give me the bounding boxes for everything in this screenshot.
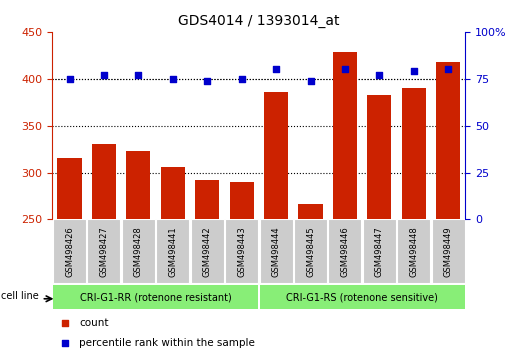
Text: GSM498427: GSM498427 [99,226,108,277]
Bar [191,219,224,283]
Bar [127,151,151,219]
Point [410,68,418,74]
Text: GSM498428: GSM498428 [134,226,143,277]
Text: count: count [79,318,109,329]
Bar [363,219,396,283]
Bar [195,180,219,219]
Bar [328,219,361,283]
Point [272,67,280,72]
Point [65,76,74,81]
Bar [230,182,254,219]
Bar [294,219,327,283]
Bar [259,219,293,283]
Point [168,76,177,81]
Bar [225,219,258,283]
Bar [156,219,189,283]
Text: GSM498447: GSM498447 [375,226,384,277]
Point [306,78,315,84]
Bar [402,88,426,219]
Text: GSM498444: GSM498444 [271,226,281,277]
Bar [58,158,82,219]
Text: GSM498426: GSM498426 [65,226,74,277]
Bar [53,219,86,283]
Text: GSM498443: GSM498443 [237,226,246,277]
Bar [264,92,288,219]
Bar [333,52,357,219]
Point [100,72,108,78]
Point [134,72,143,78]
Bar [299,204,323,219]
Bar [367,95,391,219]
Point [444,67,452,72]
Text: GSM498445: GSM498445 [306,226,315,277]
Text: GSM498449: GSM498449 [444,226,453,277]
Bar [122,219,155,283]
Bar [87,219,120,283]
Text: GSM498441: GSM498441 [168,226,177,277]
Bar [92,144,116,219]
Text: GSM498448: GSM498448 [410,226,418,277]
Point [237,76,246,81]
Text: cell line: cell line [1,291,39,301]
Bar [436,62,460,219]
Text: GSM498446: GSM498446 [340,226,349,277]
Point [203,78,211,84]
Title: GDS4014 / 1393014_at: GDS4014 / 1393014_at [178,14,339,28]
Text: percentile rank within the sample: percentile rank within the sample [79,338,255,348]
Bar [431,219,465,283]
Point [341,67,349,72]
Point [61,341,69,346]
Point [375,72,383,78]
Text: GSM498442: GSM498442 [203,226,212,277]
Bar [53,285,258,309]
Bar [161,167,185,219]
Point [61,321,69,326]
Text: CRI-G1-RR (rotenone resistant): CRI-G1-RR (rotenone resistant) [79,292,232,302]
Bar [397,219,430,283]
Text: CRI-G1-RS (rotenone sensitive): CRI-G1-RS (rotenone sensitive) [286,292,438,302]
Bar [259,285,465,309]
